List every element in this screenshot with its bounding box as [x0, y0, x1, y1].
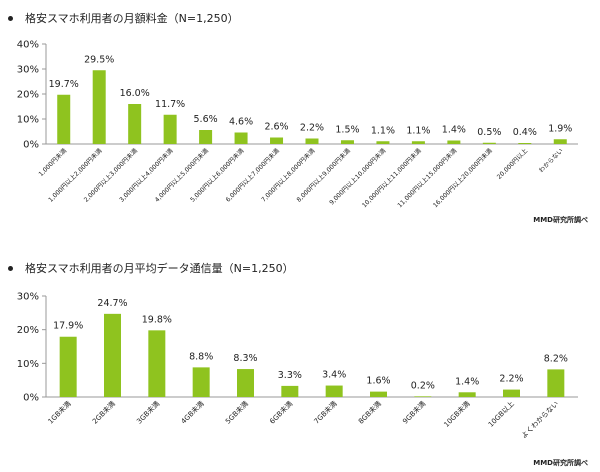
x-tick-label: 16,000円以上20,000円未満: [431, 147, 494, 210]
data-label: 1.1%: [406, 125, 430, 136]
data-label: 1.1%: [371, 125, 395, 136]
data-label: 16.0%: [120, 88, 150, 99]
data-label: 1.9%: [548, 123, 572, 134]
bullet-icon: [8, 265, 13, 271]
data-label: 1.5%: [335, 124, 359, 135]
bar: [270, 137, 284, 144]
data-label: 8.3%: [233, 353, 257, 364]
bar: [553, 139, 567, 144]
bar: [92, 70, 106, 144]
x-tick-label: 8GB未満: [356, 399, 383, 426]
x-tick-label: 4GB未満: [179, 399, 206, 426]
bar: [458, 392, 476, 397]
chart-title-text: 格安スマホ利用者の月額料金（N=1,250）: [25, 12, 239, 25]
data-label: 0.2%: [411, 380, 435, 391]
chart-title-text: 格安スマホ利用者の月平均データ通信量（N=1,250）: [25, 262, 294, 275]
bar: [482, 142, 496, 144]
x-tick-label: 1GB未満: [46, 399, 73, 426]
x-tick-label: 6GB未満: [268, 399, 295, 426]
chart-title-monthly-fee: 格安スマホ利用者の月額料金（N=1,250）: [8, 10, 239, 26]
data-label: 3.3%: [278, 370, 302, 381]
bar: [163, 114, 177, 144]
data-label: 0.5%: [477, 127, 501, 138]
data-label: 5.6%: [194, 114, 218, 125]
x-tick-label: 7GB未満: [312, 399, 339, 426]
y-tick-label: 0%: [23, 140, 39, 151]
y-tick-label: 20%: [17, 325, 39, 336]
data-label: 1.4%: [455, 376, 479, 387]
data-label: 11.7%: [155, 99, 185, 110]
data-label: 8.8%: [189, 351, 213, 362]
bar: [447, 140, 461, 144]
bar: [340, 140, 354, 144]
bar: [59, 336, 77, 397]
x-tick-label: 11,000円以上15,000円未満: [396, 147, 459, 210]
y-tick-label: 30%: [17, 292, 39, 303]
y-tick-label: 10%: [17, 115, 39, 126]
bar: [547, 369, 565, 397]
bar: [192, 367, 210, 397]
x-tick-label: 9,000円以上10,000円未満: [328, 147, 388, 207]
bar: [237, 369, 254, 397]
data-label: 0.4%: [513, 127, 537, 138]
bar: [414, 396, 432, 397]
x-tick-label: 1,000円未満: [37, 147, 68, 178]
data-label: 4.6%: [229, 117, 253, 128]
bar: [104, 313, 121, 397]
y-tick-label: 30%: [17, 65, 39, 76]
data-label: 8.2%: [544, 353, 568, 364]
x-tick-label: 20,000円以上: [495, 147, 529, 181]
x-tick-label: わからない: [538, 147, 565, 174]
x-tick-label: 10GB未満: [442, 399, 472, 429]
source-credit: MMD研究所調べ: [533, 459, 588, 467]
data-label: 1.6%: [366, 376, 390, 387]
bullet-icon: [8, 15, 13, 21]
y-tick-label: 40%: [17, 40, 39, 51]
x-tick-label: 10GB以上: [486, 399, 516, 429]
bar: [305, 138, 319, 144]
chart-panel-monthly-fee: 格安スマホ利用者の月額料金（N=1,250） 0% 10% 20% 30% 40% 19.…: [8, 10, 588, 224]
chart-data-usage: 0% 10% 20% 30% 17.9% 1GB未満 24.7% 2GB未満 19.8% 3GB未…: [17, 292, 578, 440]
bar: [199, 130, 213, 144]
data-label: 2.6%: [264, 122, 288, 133]
chart-panel-data-usage: 格安スマホ利用者の月平均データ通信量（N=1,250） 0% 10% 20% 30% 1…: [0, 236, 600, 472]
y-tick-label: 10%: [17, 359, 39, 370]
bar: [370, 391, 387, 397]
bar: [411, 141, 425, 144]
x-tick-label: 9GB未満: [401, 399, 428, 426]
x-tick-label: 10,000円以上11,000円未満: [360, 147, 423, 210]
bar: [57, 94, 71, 144]
y-tick-label: 20%: [17, 90, 39, 101]
bar: [325, 385, 343, 397]
data-label: 3.4%: [322, 370, 346, 381]
source-credit: MMD研究所調べ: [533, 216, 588, 224]
chart-monthly-fee: 0%10%20%30%40%19.7%1,000円未満29.5%1,000円以上…: [17, 40, 578, 210]
data-label: 19.8%: [142, 314, 172, 325]
bar: [376, 141, 390, 144]
bar: [518, 143, 532, 144]
data-label: 19.7%: [49, 79, 79, 90]
data-label: 29.5%: [84, 54, 114, 65]
data-label: 2.2%: [499, 374, 523, 385]
bar: [128, 104, 142, 144]
data-label: 24.7%: [97, 298, 127, 309]
y-tick-label: 0%: [23, 393, 39, 404]
bar: [281, 385, 299, 397]
bar: [148, 330, 166, 397]
x-tick-label: 3GB未満: [135, 399, 162, 426]
data-label: 2.2%: [300, 123, 324, 134]
chart-title-data-usage: 格安スマホ利用者の月平均データ通信量（N=1,250）: [8, 260, 294, 276]
data-label: 17.9%: [53, 321, 83, 332]
x-tick-label: 5GB未満: [223, 399, 250, 426]
x-tick-label: よくわからない: [520, 400, 560, 440]
bar: [503, 389, 520, 397]
data-label: 1.4%: [442, 125, 466, 136]
bar: [234, 132, 248, 144]
x-tick-label: 2GB未満: [90, 399, 117, 426]
